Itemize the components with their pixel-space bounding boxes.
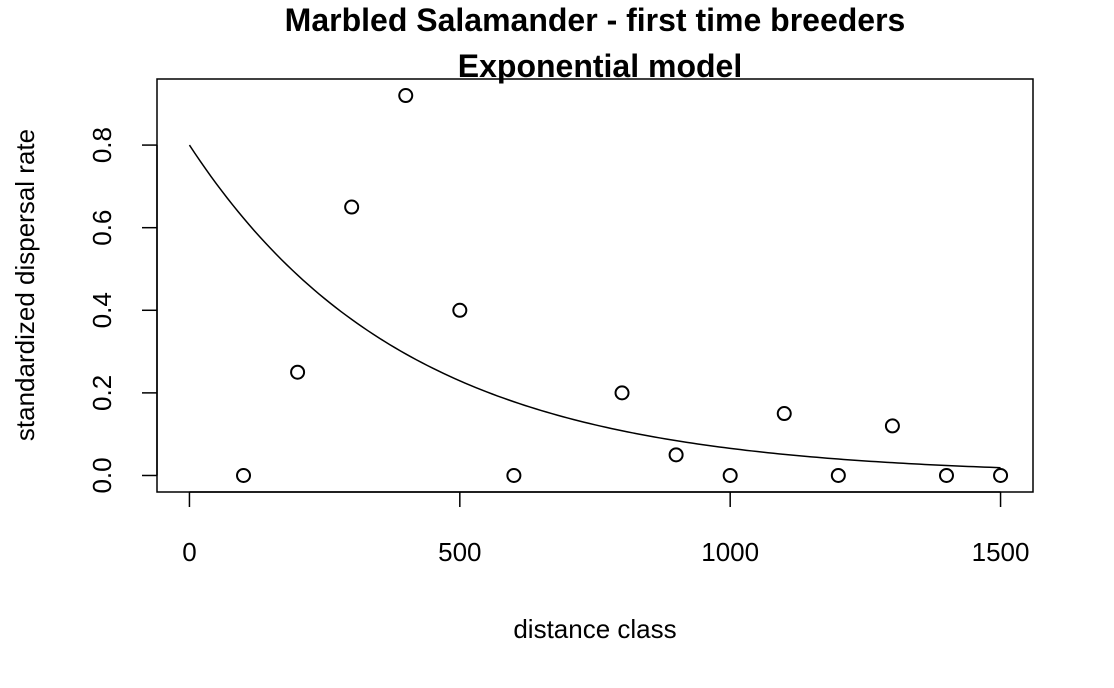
data-points-layer [236, 88, 1009, 483]
x-axis: 0 500 1000 1500 [182, 491, 1030, 567]
y-axis-label: standardized dispersal rate [10, 129, 40, 441]
data-point [993, 467, 1009, 483]
data-point [830, 467, 846, 483]
fitted-curve-layer [188, 144, 1001, 469]
data-point [722, 467, 738, 483]
data-point [938, 467, 954, 483]
data-point [290, 364, 306, 380]
y-tick-label: 0.8 [87, 127, 117, 163]
x-tick-label: 1500 [972, 537, 1030, 567]
exponential-fit-line [188, 144, 1001, 469]
x-axis-label: distance class [513, 614, 676, 644]
plot-frame [156, 78, 1034, 493]
data-point [614, 385, 630, 401]
data-point [344, 199, 360, 215]
data-point [776, 406, 792, 422]
chart-title: Marbled Salamander - first time breeders [285, 2, 906, 38]
x-tick-label: 1000 [701, 537, 759, 567]
y-tick-label: 0.4 [87, 292, 117, 328]
data-point [506, 467, 522, 483]
y-tick-label: 0.2 [87, 375, 117, 411]
y-axis: 0.0 0.2 0.4 0.6 0.8 [87, 127, 158, 494]
data-point [236, 467, 252, 483]
data-point [884, 418, 900, 434]
y-tick-label: 0.0 [87, 457, 117, 493]
data-point [452, 302, 468, 318]
chart-subtitle: Exponential model [458, 48, 742, 84]
data-point [668, 447, 684, 463]
y-tick-label: 0.6 [87, 210, 117, 246]
data-point [398, 88, 414, 104]
x-tick-label: 500 [438, 537, 481, 567]
x-tick-label: 0 [182, 537, 196, 567]
